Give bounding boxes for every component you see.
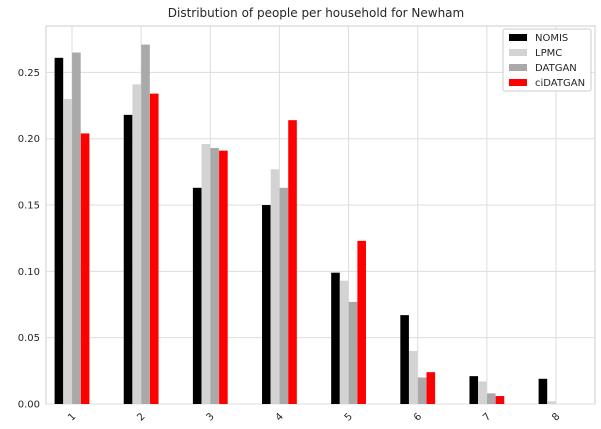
bar-lpmc-6 — [409, 350, 418, 404]
bar-datgan-6 — [417, 377, 427, 404]
legend-swatch — [509, 49, 527, 56]
bar-cidatgan-2 — [149, 93, 159, 405]
bar-nomis-3 — [192, 187, 202, 404]
y-tick-label: 0.15 — [18, 201, 40, 212]
x-tick-label: 5 — [343, 411, 355, 423]
x-tick-label: 2 — [135, 411, 147, 423]
bar-lpmc-1 — [63, 98, 72, 405]
bar-nomis-1 — [54, 57, 64, 405]
y-tick-label: 0.00 — [18, 400, 40, 411]
bar-nomis-8 — [538, 378, 548, 404]
bar-lpmc-4 — [270, 169, 280, 404]
bar-lpmc-8 — [547, 401, 556, 404]
bar-lpmc-5 — [339, 280, 349, 404]
bar-datgan-4 — [279, 187, 289, 404]
x-tick-label: 4 — [274, 411, 286, 423]
y-tick-label: 0.05 — [18, 333, 40, 344]
bar-datgan-3 — [210, 148, 219, 404]
legend-box — [502, 28, 592, 92]
bar-datgan-7 — [486, 393, 496, 404]
y-tick-label: 0.20 — [18, 134, 40, 145]
x-tick-label: 7 — [481, 411, 493, 423]
bar-cidatgan-4 — [288, 120, 297, 404]
bar-cidatgan-7 — [495, 396, 505, 404]
legend-swatch — [509, 64, 527, 71]
legend-label: NOMIS — [535, 33, 568, 44]
bar-lpmc-7 — [478, 381, 487, 404]
y-axis-ticks: 0.00 0.05 0.10 0.15 0.20 0.25 — [18, 68, 40, 411]
bar-datgan-1 — [72, 52, 81, 405]
chart-title: Distribution of people per household for… — [168, 6, 464, 20]
bars — [54, 44, 556, 405]
bar-lpmc-3 — [201, 144, 211, 404]
legend: NOMIS LPMC DATGAN ciDATGAN — [502, 28, 592, 92]
bar-cidatgan-6 — [426, 372, 436, 404]
bar-cidatgan-5 — [357, 240, 366, 404]
bar-nomis-7 — [469, 376, 479, 404]
bar-datgan-2 — [141, 44, 150, 404]
legend-label: ciDATGAN — [535, 78, 585, 89]
bar-lpmc-2 — [132, 84, 142, 404]
x-tick-label: 8 — [550, 411, 562, 423]
x-tick-label: 1 — [66, 411, 78, 423]
bar-cidatgan-3 — [219, 150, 228, 404]
legend-label: LPMC — [535, 48, 562, 59]
x-tick-label: 6 — [412, 411, 424, 423]
legend-swatch — [509, 34, 527, 41]
x-axis-ticks: 1 2 3 4 5 6 7 8 — [66, 411, 562, 423]
y-tick-label: 0.10 — [18, 267, 40, 278]
bar-nomis-6 — [400, 315, 409, 404]
bar-nomis-5 — [331, 272, 340, 404]
legend-label: DATGAN — [535, 63, 577, 74]
bar-cidatgan-1 — [80, 133, 90, 404]
bar-nomis-4 — [262, 205, 271, 404]
x-tick-label: 3 — [204, 411, 216, 423]
bar-nomis-2 — [123, 114, 133, 404]
bar-datgan-5 — [348, 301, 358, 404]
legend-swatch — [509, 79, 527, 86]
y-tick-label: 0.25 — [18, 68, 40, 79]
